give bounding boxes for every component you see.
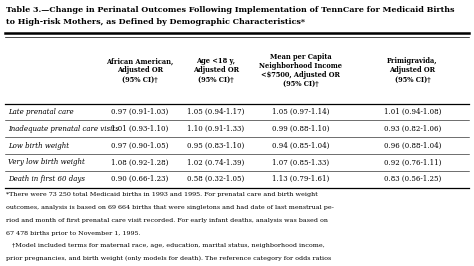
Text: 0.90 (0.66-1.23): 0.90 (0.66-1.23)	[111, 175, 168, 183]
Text: 1.01 (0.93-1.10): 1.01 (0.93-1.10)	[111, 125, 168, 133]
Text: 0.99 (0.88-1.10): 0.99 (0.88-1.10)	[272, 125, 330, 133]
Text: 0.95 (0.83-1.10): 0.95 (0.83-1.10)	[187, 142, 244, 150]
Text: riod and month of first prenatal care visit recorded. For early infant deaths, a: riod and month of first prenatal care vi…	[6, 218, 328, 223]
Text: Primigravida,
Adjusted OR
(95% CI)†: Primigravida, Adjusted OR (95% CI)†	[387, 57, 438, 84]
Text: 1.01 (0.94-1.08): 1.01 (0.94-1.08)	[383, 108, 441, 116]
Text: 0.93 (0.82-1.06): 0.93 (0.82-1.06)	[384, 125, 441, 133]
Text: Inadequate prenatal care visits: Inadequate prenatal care visits	[8, 125, 119, 133]
Text: Low birth weight: Low birth weight	[8, 142, 69, 150]
Text: 0.92 (0.76-1.11): 0.92 (0.76-1.11)	[383, 158, 441, 167]
Text: 1.07 (0.85-1.33): 1.07 (0.85-1.33)	[273, 158, 329, 167]
Text: prior pregnancies, and birth weight (only models for death). The reference categ: prior pregnancies, and birth weight (onl…	[6, 256, 331, 261]
Text: Mean per Capita
Neighborhood Income
<$7500, Adjusted OR
(95% CI)†: Mean per Capita Neighborhood Income <$75…	[259, 53, 343, 88]
Text: 0.94 (0.85-1.04): 0.94 (0.85-1.04)	[272, 142, 330, 150]
Text: 1.10 (0.91-1.33): 1.10 (0.91-1.33)	[187, 125, 244, 133]
Text: *There were 73 250 total Medicaid births in 1993 and 1995. For prenatal care and: *There were 73 250 total Medicaid births…	[6, 192, 318, 197]
Text: 0.97 (0.90-1.05): 0.97 (0.90-1.05)	[111, 142, 169, 150]
Text: 0.58 (0.32-1.05): 0.58 (0.32-1.05)	[187, 175, 244, 183]
Text: Age <18 y,
Adjusted OR
(95% CI)†: Age <18 y, Adjusted OR (95% CI)†	[192, 57, 239, 84]
Text: Very low birth weight: Very low birth weight	[8, 158, 85, 167]
Text: 1.05 (0.97-1.14): 1.05 (0.97-1.14)	[272, 108, 330, 116]
Text: 1.02 (0.74-1.39): 1.02 (0.74-1.39)	[187, 158, 244, 167]
Text: to High-risk Mothers, as Defined by Demographic Characteristics*: to High-risk Mothers, as Defined by Demo…	[6, 18, 305, 26]
Text: †Model included terms for maternal race, age, education, marital status, neighbo: †Model included terms for maternal race,…	[6, 243, 324, 248]
Text: Late prenatal care: Late prenatal care	[8, 108, 73, 116]
Text: 67 478 births prior to November 1, 1995.: 67 478 births prior to November 1, 1995.	[6, 231, 140, 236]
Text: 1.05 (0.94-1.17): 1.05 (0.94-1.17)	[187, 108, 245, 116]
Text: African American,
Adjusted OR
(95% CI)†: African American, Adjusted OR (95% CI)†	[106, 57, 173, 84]
Text: outcomes, analysis is based on 69 664 births that were singletons and had date o: outcomes, analysis is based on 69 664 bi…	[6, 205, 334, 210]
Text: 0.83 (0.56-1.25): 0.83 (0.56-1.25)	[384, 175, 441, 183]
Text: 1.08 (0.92-1.28): 1.08 (0.92-1.28)	[111, 158, 169, 167]
Text: 0.97 (0.91-1.03): 0.97 (0.91-1.03)	[111, 108, 168, 116]
Text: Death in first 60 days: Death in first 60 days	[8, 175, 85, 183]
Text: 1.13 (0.79-1.61): 1.13 (0.79-1.61)	[273, 175, 329, 183]
Text: 0.96 (0.88-1.04): 0.96 (0.88-1.04)	[383, 142, 441, 150]
Text: Table 3.—Change in Perinatal Outcomes Following Implementation of TennCare for M: Table 3.—Change in Perinatal Outcomes Fo…	[6, 6, 454, 14]
